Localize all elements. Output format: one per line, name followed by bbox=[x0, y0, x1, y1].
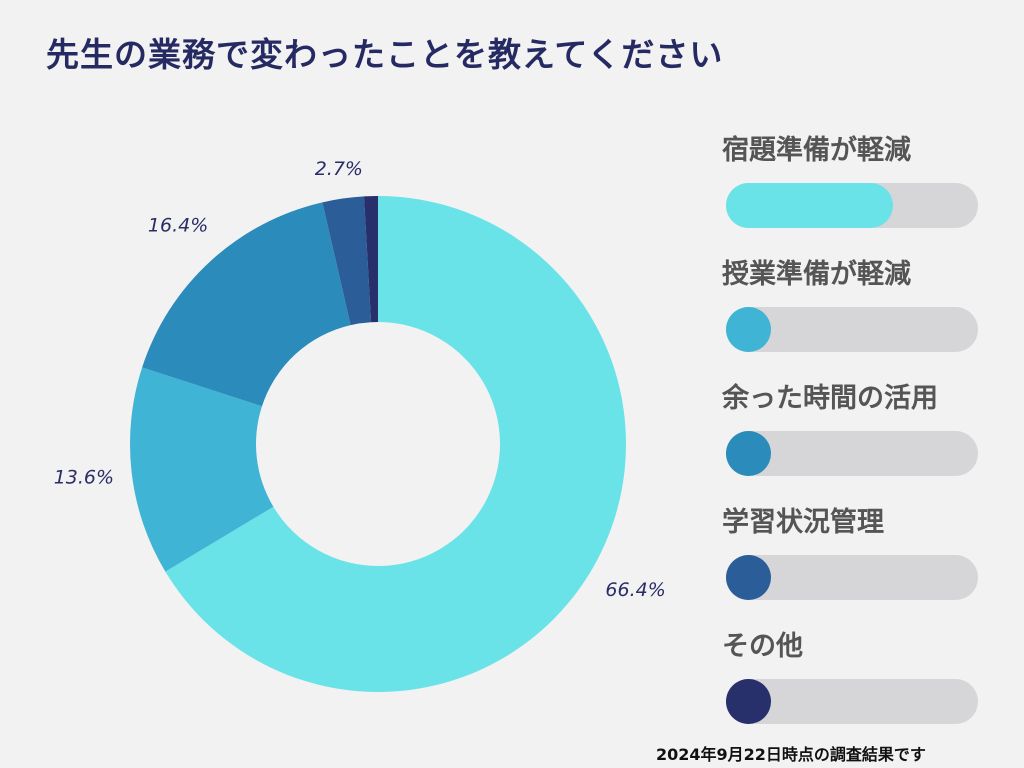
donut-slice bbox=[142, 202, 351, 407]
legend-label: 授業準備が軽減 bbox=[722, 259, 911, 290]
donut-slice bbox=[363, 196, 378, 323]
legend-bar-fill bbox=[726, 307, 771, 352]
legend-item: 学習状況管理 bbox=[722, 492, 1002, 616]
legend-bar-track bbox=[726, 679, 978, 724]
legend-item: その他 bbox=[722, 616, 1002, 740]
donut-chart: 66.4% 13.6% 16.4% 2.7% bbox=[54, 158, 666, 693]
legend-bar-track bbox=[726, 555, 978, 600]
legend-item: 授業準備が軽減 bbox=[722, 244, 1002, 368]
slice-value-label: 16.4% bbox=[148, 215, 208, 237]
legend-bar-track bbox=[726, 307, 978, 352]
legend-bar-track bbox=[726, 183, 978, 228]
legend-bar-track bbox=[726, 431, 978, 476]
slice-value-label: 2.7% bbox=[315, 158, 363, 180]
slice-value-label: 66.4% bbox=[605, 579, 665, 601]
slice-value-label: 13.6% bbox=[54, 466, 114, 488]
legend-bar-fill bbox=[726, 431, 771, 476]
legend-label: 宿題準備が軽減 bbox=[722, 135, 911, 166]
legend-item: 余った時間の活用 bbox=[722, 368, 1002, 492]
legend-bar-fill bbox=[726, 679, 771, 724]
legend-bar-fill bbox=[726, 555, 771, 600]
footnote: 2024年9月22日時点の調査結果です bbox=[656, 745, 926, 764]
legend-label: 余った時間の活用 bbox=[722, 383, 938, 414]
legend-item: 宿題準備が軽減 bbox=[722, 120, 1002, 244]
donut-slice bbox=[165, 196, 626, 693]
legend-bar-fill bbox=[726, 183, 894, 228]
donut-slice bbox=[322, 196, 372, 326]
donut-slice bbox=[130, 367, 274, 572]
legend: 宿題準備が軽減 授業準備が軽減 余った時間の活用 学習状況管理 その他 bbox=[722, 120, 1002, 740]
legend-label: その他 bbox=[722, 631, 803, 662]
chart-title: 先生の業務で変わったことを教えてください bbox=[46, 35, 724, 74]
legend-label: 学習状況管理 bbox=[722, 507, 884, 538]
